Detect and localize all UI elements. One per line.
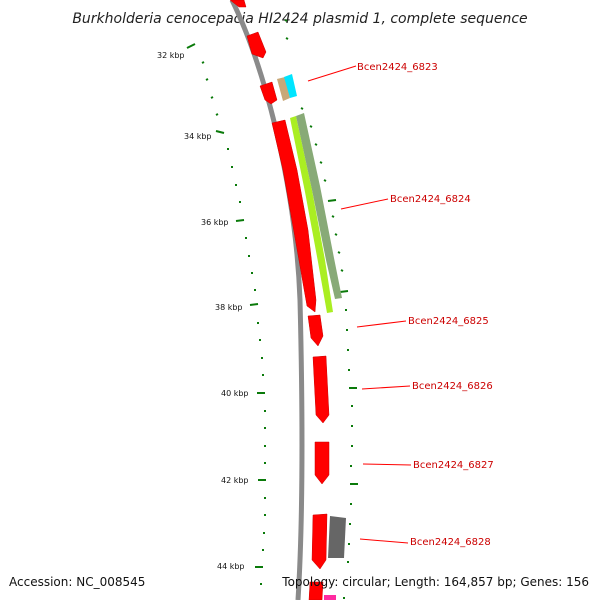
gene-label-bcen2424-6827[interactable]: Bcen2424_6827 (413, 460, 494, 471)
feature-magenta[interactable] (324, 595, 336, 600)
minor-tick (300, 107, 304, 110)
feature-sage[interactable] (296, 113, 342, 299)
tick-label-36kbp: 36 kbp (201, 218, 229, 227)
feature-grey[interactable] (328, 516, 346, 558)
minor-tick (205, 78, 209, 81)
label-line (356, 320, 407, 328)
gene-arrow-bcen2424-6824[interactable] (271, 119, 317, 313)
minor-tick (285, 37, 289, 40)
accession-text: Accession: NC_008545 (9, 575, 145, 589)
gene-label-bcen2424-6828[interactable]: Bcen2424_6828 (410, 537, 491, 548)
inner-tick-ring (186, 43, 266, 585)
minor-tick (319, 161, 323, 164)
minor-tick (215, 113, 219, 116)
label-line (340, 198, 389, 210)
gene-label-bcen2424-6823[interactable]: Bcen2424_6823 (357, 62, 438, 73)
major-tick (327, 199, 337, 202)
gene-label-bcen2424-6825[interactable]: Bcen2424_6825 (408, 316, 489, 327)
outer-tick-ring (284, 19, 358, 599)
minor-tick (210, 96, 214, 99)
feature-lime[interactable] (290, 116, 333, 313)
gene-features (229, 0, 330, 600)
minor-tick (284, 19, 288, 22)
major-tick (215, 130, 225, 134)
major-tick (235, 219, 245, 222)
topology-text: Topology: circular; Length: 164,857 bp; … (281, 575, 589, 589)
tick-label-42kbp: 42 kbp (221, 476, 249, 485)
gene-arrow[interactable] (246, 31, 267, 59)
gene-arrow-bcen2424-6825[interactable] (307, 314, 324, 347)
label-line (359, 538, 409, 544)
label-line (361, 385, 411, 390)
major-tick (339, 290, 349, 293)
feature-cyan[interactable] (284, 74, 297, 98)
tick-label-34kbp: 34 kbp (184, 132, 212, 141)
other-features (277, 74, 346, 600)
plasmid-backbone (229, 0, 305, 600)
tick-label-32kbp: 32 kbp (157, 51, 185, 60)
minor-tick (201, 61, 205, 64)
gene-label-lines (307, 65, 412, 544)
tick-label-38kbp: 38 kbp (215, 303, 243, 312)
minor-tick (323, 179, 327, 182)
label-line (362, 463, 412, 466)
major-tick (249, 303, 259, 306)
gene-arrow-bcen2424-6828[interactable] (311, 513, 328, 570)
gene-arrow[interactable] (259, 81, 278, 105)
minor-tick (331, 215, 335, 218)
feature-tan[interactable] (277, 77, 290, 101)
gene-arrow[interactable] (308, 581, 324, 600)
gene-arrow-bcen2424-6827[interactable] (314, 441, 330, 485)
label-line (307, 65, 357, 82)
gene-arrow[interactable] (229, 0, 247, 8)
minor-tick (314, 143, 318, 146)
gene-label-bcen2424-6826[interactable]: Bcen2424_6826 (412, 381, 493, 392)
gene-label-bcen2424-6824[interactable]: Bcen2424_6824 (390, 194, 471, 205)
tick-label-44kbp: 44 kbp (217, 562, 245, 571)
minor-tick (309, 125, 313, 128)
minor-tick (334, 233, 338, 236)
tick-label-40kbp: 40 kbp (221, 389, 249, 398)
map-title: Burkholderia cenocepacia HI2424 plasmid … (72, 11, 527, 27)
minor-tick (337, 251, 341, 254)
minor-tick (340, 269, 344, 272)
major-tick (186, 43, 196, 49)
gene-arrow-bcen2424-6826[interactable] (312, 355, 330, 424)
